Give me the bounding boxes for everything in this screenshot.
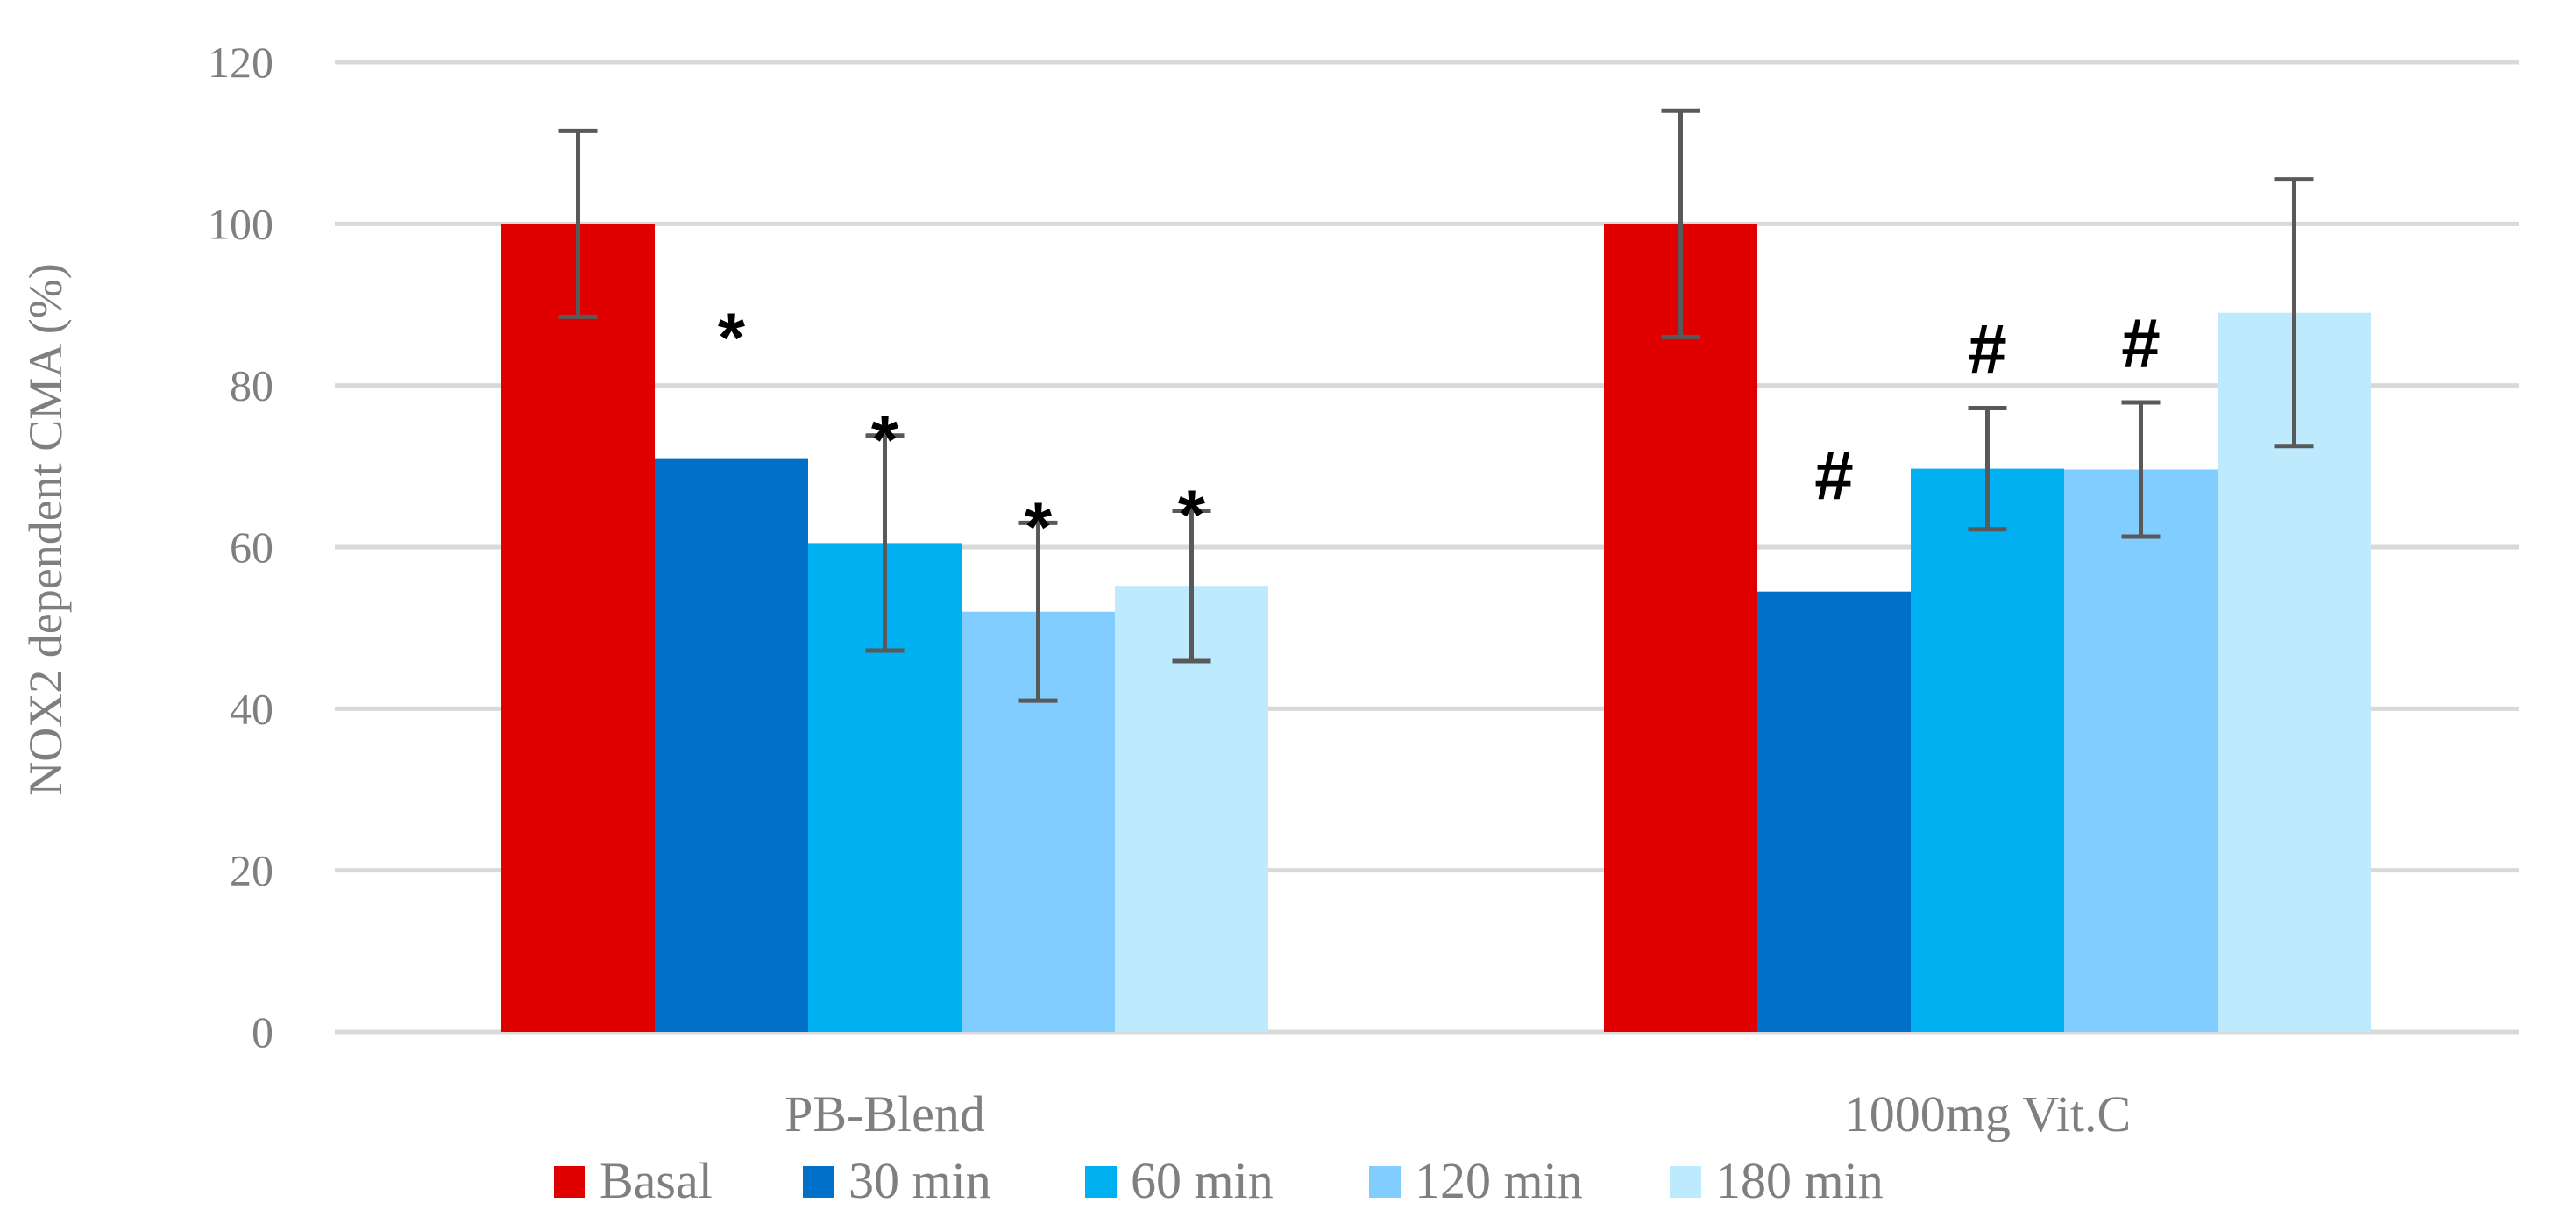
error-bar [1661,108,1700,339]
legend-swatch [1670,1166,1701,1198]
y-tick-label: 100 [208,199,273,248]
y-tick-label: 20 [230,846,273,895]
y-axis-ticks: 0 20 40 60 80 100 120 [208,38,273,1057]
legend-item-180-min: 180 min [1670,1152,1884,1209]
y-tick-label: 60 [230,523,273,572]
bar-120-min-1 [2064,469,2218,1032]
bar-basal-1 [1604,224,1757,1033]
legend-swatch [1369,1166,1401,1198]
bar-60-min-1 [1911,468,2064,1032]
y-tick-label: 80 [230,361,273,410]
significance-hash: # [2121,304,2161,382]
error-bar [1172,509,1211,664]
legend-label: Basal [600,1152,713,1209]
error-bar [865,433,905,653]
legend-label: 30 min [848,1152,991,1209]
error-bar [1018,520,1058,703]
error-bar [558,128,598,319]
legend-item-120-min: 120 min [1369,1152,1583,1209]
significance-asterisk: * [1178,476,1206,554]
bar-30-min-1 [1757,591,1911,1032]
legend-swatch [1085,1166,1117,1198]
error-bar [2121,400,2161,539]
legend-swatch [803,1166,834,1198]
y-tick-label: 40 [230,684,273,733]
significance-asterisk: * [1025,487,1053,566]
legend-label: 60 min [1131,1152,1274,1209]
significance-asterisk: * [871,401,899,479]
category-label: PB-Blend [784,1085,985,1142]
category-labels: PB-Blend 1000mg Vit.C [784,1085,2131,1142]
legend: Basal 30 min 60 min 120 min 180 min [554,1152,1884,1209]
y-axis-title: NOX2 dependent CMA (%) [19,263,72,795]
legend-swatch [554,1166,585,1198]
y-tick-label: 120 [208,38,273,87]
significance-hash: # [1814,437,1854,515]
significance-hash: # [1968,310,2007,388]
y-tick-label: 0 [252,1007,273,1057]
legend-item-60-min: 60 min [1085,1152,1274,1209]
bar-30-min-0 [655,458,808,1032]
legend-label: 180 min [1715,1152,1884,1209]
legend-item-basal: Basal [554,1152,713,1209]
significance-marks: * * * * # # # [718,299,2161,566]
error-bar [1968,405,2007,532]
bar-basal-0 [501,224,655,1033]
legend-item-30-min: 30 min [803,1152,991,1209]
legend-label: 120 min [1415,1152,1583,1209]
category-label: 1000mg Vit.C [1844,1085,2131,1142]
significance-asterisk: * [718,299,746,377]
error-bars [558,108,2314,703]
bars [501,224,2371,1033]
error-bar [2274,177,2314,449]
